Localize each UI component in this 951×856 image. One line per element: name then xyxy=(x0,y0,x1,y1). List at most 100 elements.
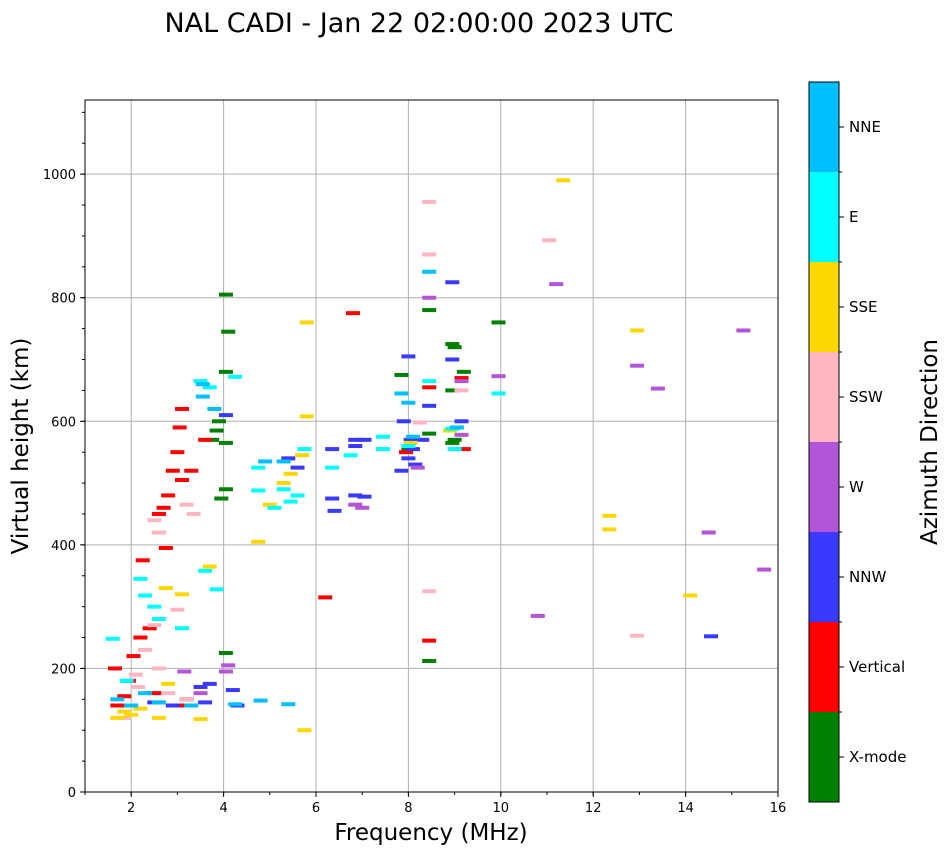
data-point-nnw xyxy=(290,465,305,470)
data-point-w xyxy=(410,465,425,470)
data-point-sse xyxy=(299,320,314,325)
data-point-e xyxy=(283,499,298,504)
colorbar-tick-label: NNE xyxy=(849,118,881,136)
data-point-w xyxy=(218,669,233,674)
data-point-sse xyxy=(202,564,217,569)
data-point-nnw xyxy=(396,419,411,424)
data-point-e xyxy=(290,493,305,498)
colorbar-tick-label: E xyxy=(849,208,858,226)
colorbar-tick-label: Vertical xyxy=(849,658,905,676)
data-point-x-mode xyxy=(422,308,437,313)
data-point-e xyxy=(228,374,243,379)
data-point-nne xyxy=(228,702,243,707)
data-point-vertical xyxy=(151,511,166,516)
data-point-nnw xyxy=(327,508,342,513)
data-point-nnw xyxy=(454,419,469,424)
colorbar-tick-label: NNW xyxy=(849,568,886,586)
data-point-w xyxy=(701,530,716,535)
data-point-nnw xyxy=(401,354,416,359)
colorbar-frame xyxy=(808,81,840,803)
y-axis-ticks: 0 200 400 600 800 1000 xyxy=(43,111,85,801)
colorbar: X-mode Vertical NNW W SSW SSE E NNE xyxy=(809,82,906,802)
data-point-vertical xyxy=(156,505,171,510)
data-point-nne xyxy=(110,697,125,702)
data-point-vertical xyxy=(133,635,148,640)
data-point-sse xyxy=(117,709,132,714)
data-point-e xyxy=(251,465,266,470)
data-point-x-mode xyxy=(221,329,236,334)
data-point-sse xyxy=(151,715,166,720)
data-point-sse xyxy=(158,586,173,591)
data-point-w xyxy=(530,613,545,618)
colorbar-segment xyxy=(809,712,839,802)
data-point-nnw xyxy=(325,496,340,501)
data-point-nnw xyxy=(281,456,296,461)
data-point-e xyxy=(105,636,120,641)
y-tick-label: 1000 xyxy=(43,168,76,183)
data-point-nne xyxy=(449,425,464,430)
data-point-vertical xyxy=(135,558,150,563)
data-point-e xyxy=(325,465,340,470)
data-point-nnw xyxy=(325,447,340,452)
data-point-nne xyxy=(394,391,409,396)
data-point-nnw xyxy=(198,700,213,705)
data-point-e xyxy=(198,568,213,573)
data-point-nnw xyxy=(357,437,372,442)
data-point-ssw xyxy=(422,252,437,257)
data-point-x-mode xyxy=(445,388,460,393)
colorbar-tick-label: X-mode xyxy=(849,748,906,766)
data-point-e xyxy=(209,587,224,592)
data-point-nnw xyxy=(445,280,460,285)
data-point-vertical xyxy=(318,595,333,600)
y-tick-label: 400 xyxy=(51,539,76,554)
x-axis-ticks: 2 4 6 8 10 12 14 16 xyxy=(84,792,787,816)
data-point-vertical xyxy=(175,703,190,708)
data-point-nnw xyxy=(202,681,217,686)
data-point-x-mode xyxy=(447,437,462,442)
data-point-e xyxy=(151,617,166,621)
data-point-vertical xyxy=(108,666,123,671)
data-point-vertical xyxy=(172,425,187,430)
y-tick-label: 0 xyxy=(68,786,76,801)
data-point-ssw xyxy=(147,518,162,523)
data-point-x-mode xyxy=(422,659,437,664)
data-point-ssw xyxy=(179,502,194,507)
data-point-vertical xyxy=(147,691,162,696)
data-point-nnw xyxy=(445,357,460,362)
x-axis-label: Frequency (MHz) xyxy=(334,820,527,846)
data-point-w xyxy=(630,363,645,368)
colorbar-tick-label: SSE xyxy=(849,298,878,316)
chart-title: NAL CADI - Jan 22 02:00:00 2023 UTC xyxy=(164,8,673,39)
data-point-nne xyxy=(422,269,437,274)
data-point-nnw xyxy=(348,493,363,498)
data-point-vertical xyxy=(454,376,469,381)
data-point-sse xyxy=(602,527,617,532)
data-point-e xyxy=(343,453,358,458)
data-point-x-mode xyxy=(422,431,437,436)
data-point-x-mode xyxy=(394,372,409,377)
data-point-vertical xyxy=(399,450,414,455)
data-point-vertical xyxy=(110,703,125,708)
x-tick-label: 16 xyxy=(770,801,787,816)
data-point-ssw xyxy=(412,420,427,425)
data-point-vertical xyxy=(161,493,176,498)
data-point-sse xyxy=(124,712,139,717)
data-point-nne xyxy=(258,459,273,464)
data-point-e xyxy=(447,447,462,452)
colorbar-segment xyxy=(809,172,839,262)
data-point-sse xyxy=(110,715,125,720)
x-tick-label: 10 xyxy=(493,801,510,816)
data-point-e xyxy=(297,447,312,452)
x-tick-label: 14 xyxy=(677,801,694,816)
colorbar-segment xyxy=(809,442,839,532)
data-point-e xyxy=(133,576,148,581)
data-point-nne xyxy=(195,382,210,387)
data-point-vertical xyxy=(170,450,185,455)
data-point-x-mode xyxy=(211,419,226,424)
data-point-sse xyxy=(283,471,298,476)
data-point-x-mode xyxy=(218,440,233,445)
data-point-x-mode xyxy=(445,440,460,445)
data-point-vertical xyxy=(456,447,471,452)
data-point-w xyxy=(193,691,208,696)
